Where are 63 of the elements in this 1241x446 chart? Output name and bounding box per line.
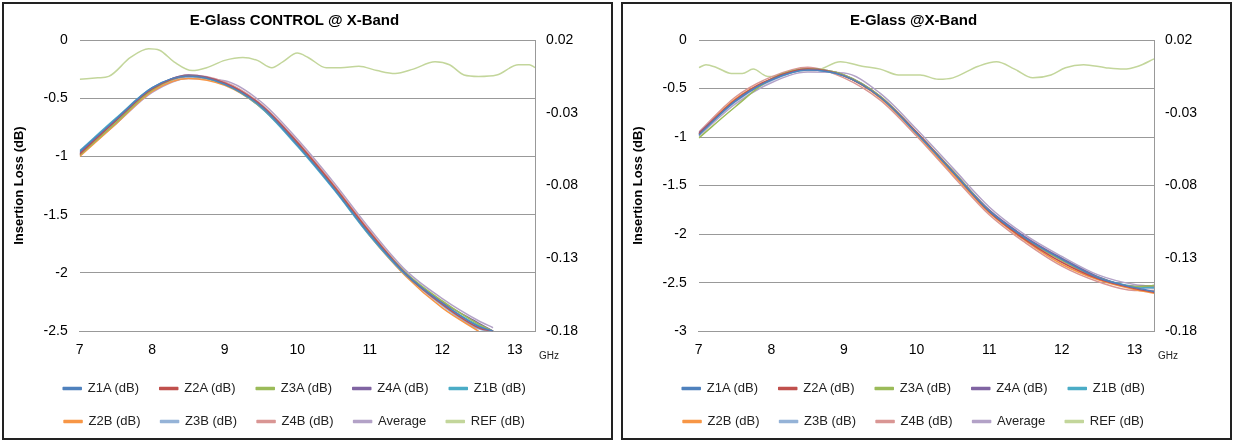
y-tick-label: -0.5 <box>662 79 687 96</box>
chart-title: E-Glass CONTROL @ X-Band <box>189 11 400 29</box>
legend-label: Z4A (dB) <box>996 380 1048 396</box>
legend-label: Average <box>378 413 427 429</box>
y-axis-title: Insertion Loss (dB) <box>11 126 27 245</box>
legend-label: Z3B (dB) <box>185 413 238 429</box>
legend-label: Z1A (dB) <box>87 380 140 396</box>
x-tick-label: 7 <box>694 341 703 358</box>
y-tick-label: -2.5 <box>662 273 687 290</box>
x-tick-label: 9 <box>840 341 849 358</box>
y-tick-label: -2 <box>674 224 687 241</box>
y2-tick-label: 0.02 <box>1165 30 1193 47</box>
x-tick-label: 10 <box>908 341 925 358</box>
y2-tick-label: -0.13 <box>546 249 579 266</box>
x-tick-label: 9 <box>220 341 229 358</box>
x-tick-label: 7 <box>75 341 84 358</box>
y-axis-title: Insertion Loss (dB) <box>630 126 646 245</box>
legend-label: REF (dB) <box>1089 413 1144 429</box>
y-tick-label: 0 <box>678 30 687 47</box>
y2-tick-label: -0.13 <box>1165 249 1198 266</box>
legend-label: Z3A (dB) <box>899 380 952 396</box>
legend-label: Z3B (dB) <box>804 413 857 429</box>
y2-tick-label: -0.08 <box>546 176 579 193</box>
legend-label: Z4B (dB) <box>281 413 334 429</box>
y-tick-label: -0.5 <box>43 89 68 106</box>
legend-label: Average <box>997 413 1046 429</box>
y-tick-label: -2.5 <box>43 322 68 339</box>
y2-tick-label: -0.18 <box>546 322 579 339</box>
x-tick-label: 13 <box>1126 341 1143 358</box>
legend-label: Z1A (dB) <box>706 380 759 396</box>
legend-label: Z4B (dB) <box>900 413 953 429</box>
legend-label: Z2B (dB) <box>707 413 760 429</box>
x-tick-label: 12 <box>1054 341 1070 358</box>
x-tick-label: 13 <box>507 341 523 358</box>
x-tick-label: 12 <box>434 341 451 358</box>
legend-label: Z1B (dB) <box>473 380 526 396</box>
x-tick-label: 11 <box>362 341 378 358</box>
y-tick-label: -2 <box>55 263 68 280</box>
x-tick-label: 11 <box>981 341 997 358</box>
x-tick-label: 8 <box>767 341 776 358</box>
x-tick-label: 8 <box>148 341 157 358</box>
x-axis-title: GHz <box>539 349 560 361</box>
y2-tick-label: -0.08 <box>1165 176 1198 193</box>
x-axis-title: GHz <box>1158 349 1179 361</box>
x-tick-label: 10 <box>289 341 306 358</box>
legend-label: Z2B (dB) <box>88 413 141 429</box>
y-tick-label: -3 <box>674 322 687 339</box>
y-tick-label: -1 <box>674 127 687 144</box>
y2-tick-label: 0.02 <box>546 30 574 47</box>
y2-tick-label: -0.03 <box>546 103 579 120</box>
legend-label: REF (dB) <box>470 413 525 429</box>
legend-label: Z2A (dB) <box>184 380 236 396</box>
y-tick-label: -1.5 <box>662 176 687 193</box>
y2-tick-label: -0.18 <box>1165 322 1198 339</box>
legend-label: Z1B (dB) <box>1092 380 1145 396</box>
y-tick-label: -1.5 <box>43 205 68 222</box>
y-tick-label: 0 <box>59 30 68 47</box>
legend-label: Z4A (dB) <box>377 380 429 396</box>
legend-label: Z2A (dB) <box>803 380 855 396</box>
legend-label: Z3A (dB) <box>280 380 333 396</box>
y2-tick-label: -0.03 <box>1165 103 1198 120</box>
y-tick-label: -1 <box>55 147 68 164</box>
chart-title: E-Glass @X-Band <box>849 11 978 29</box>
